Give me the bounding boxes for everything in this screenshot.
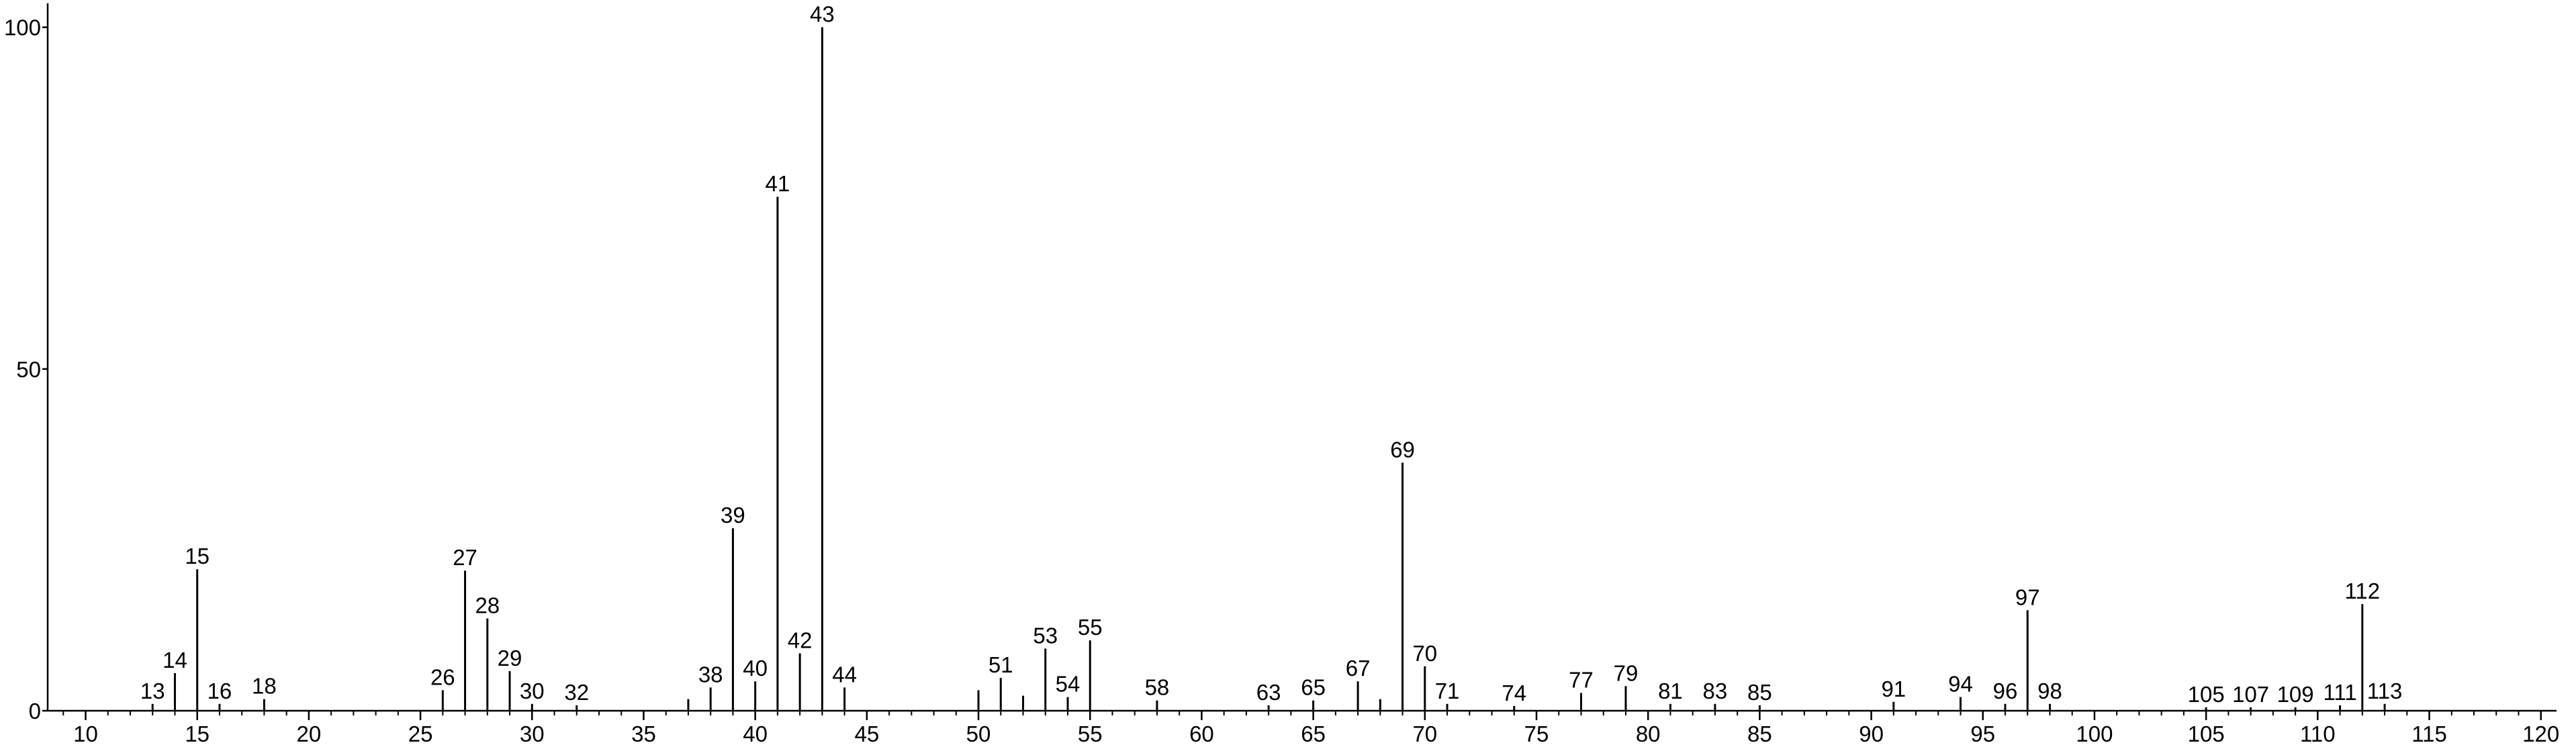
peak-label: 54 (1056, 672, 1080, 697)
x-tick-label: 80 (1636, 721, 1661, 746)
x-tick-label: 115 (2411, 721, 2447, 746)
peak-label: 105 (2188, 682, 2225, 707)
peak-label: 109 (2277, 682, 2314, 707)
peak-label: 13 (140, 679, 165, 703)
peak-label: 41 (766, 171, 790, 196)
y-tick-label: 0 (29, 699, 41, 723)
peak-label: 79 (1614, 660, 1639, 685)
peak-label: 30 (520, 679, 545, 703)
peak-label: 53 (1033, 623, 1058, 648)
peak-label: 94 (1948, 672, 1973, 697)
x-tick-label: 55 (1078, 721, 1103, 746)
peak-label: 81 (1658, 679, 1683, 703)
peak-label: 83 (1703, 679, 1728, 703)
peak-label: 70 (1412, 641, 1437, 666)
peak-label: 28 (475, 593, 500, 618)
x-tick-label: 25 (408, 721, 433, 746)
x-tick-label: 95 (1970, 721, 1995, 746)
x-tick-label: 65 (1301, 721, 1326, 746)
peak-label: 69 (1390, 437, 1415, 462)
x-tick-label: 110 (2300, 721, 2336, 746)
peak-label: 63 (1256, 680, 1281, 705)
peak-label: 18 (252, 674, 277, 699)
peak-label: 65 (1301, 675, 1326, 700)
peak-label: 29 (498, 646, 522, 670)
peak-label: 77 (1569, 668, 1594, 693)
peak-label: 91 (1881, 677, 1906, 701)
x-tick-label: 100 (2076, 721, 2113, 746)
peak-label: 39 (721, 503, 745, 528)
peak-label: 96 (1993, 679, 2018, 703)
peak-label: 107 (2232, 682, 2269, 707)
peak-label: 14 (163, 648, 187, 672)
peak-label: 113 (2367, 679, 2403, 703)
x-tick-label: 35 (631, 721, 656, 746)
peak-label: 43 (810, 2, 835, 27)
peak-label: 38 (698, 662, 723, 687)
x-tick-label: 40 (743, 721, 768, 746)
peak-label: 32 (564, 680, 589, 705)
x-tick-label: 75 (1524, 721, 1549, 746)
peak-label: 58 (1145, 675, 1170, 700)
x-tick-label: 60 (1189, 721, 1214, 746)
peak-label: 42 (788, 628, 813, 652)
peak-label: 40 (743, 656, 768, 681)
y-tick-label: 50 (16, 357, 41, 382)
x-tick-label: 10 (73, 721, 98, 746)
x-tick-label: 85 (1747, 721, 1772, 746)
peak-label: 44 (832, 662, 857, 687)
peak-label: 27 (453, 545, 477, 570)
x-tick-label: 20 (297, 721, 322, 746)
peak-label: 26 (430, 664, 455, 689)
x-tick-label: 120 (2522, 721, 2559, 746)
peak-label: 98 (2037, 679, 2062, 703)
peak-label: 71 (1435, 679, 1460, 703)
peak-label: 85 (1747, 680, 1772, 705)
peak-label: 15 (185, 544, 210, 568)
x-tick-label: 30 (520, 721, 545, 746)
x-tick-label: 70 (1412, 721, 1437, 746)
peak-label: 74 (1502, 681, 1526, 705)
peak-label: 16 (208, 679, 232, 703)
y-tick-label: 100 (4, 15, 41, 40)
peak-label: 51 (988, 652, 1013, 677)
x-tick-label: 90 (1859, 721, 1884, 746)
peak-label: 111 (2324, 680, 2357, 705)
peak-label: 55 (1078, 615, 1103, 640)
peak-label: 67 (1346, 656, 1371, 681)
x-tick-label: 105 (2188, 721, 2225, 746)
x-tick-label: 15 (185, 721, 210, 746)
peak-label: 97 (2015, 585, 2040, 609)
x-tick-label: 45 (854, 721, 879, 746)
peak-label: 112 (2345, 579, 2381, 603)
x-tick-label: 50 (966, 721, 991, 746)
